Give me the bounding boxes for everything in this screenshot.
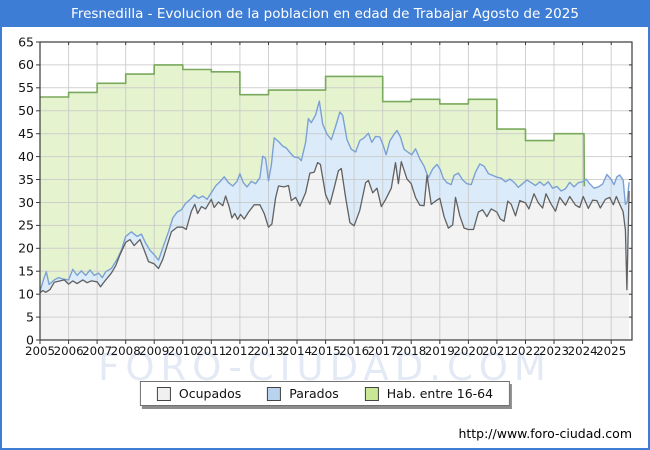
svg-text:65: 65 <box>18 34 34 49</box>
svg-text:2020: 2020 <box>453 344 483 358</box>
svg-text:2011: 2011 <box>196 344 226 358</box>
svg-text:2014: 2014 <box>282 344 312 358</box>
svg-text:2017: 2017 <box>368 344 398 358</box>
footer-url[interactable]: http://www.foro-ciudad.com <box>458 426 632 441</box>
svg-text:2005: 2005 <box>25 344 55 358</box>
svg-text:2016: 2016 <box>339 344 369 358</box>
svg-text:2008: 2008 <box>111 344 141 358</box>
svg-text:2010: 2010 <box>168 344 198 358</box>
legend-item-hab: Hab. entre 16-64 <box>364 386 494 401</box>
chart-title: Fresnedilla - Evolucion de la poblacion … <box>71 6 579 22</box>
parados-swatch-icon <box>267 386 282 401</box>
svg-text:50: 50 <box>18 103 34 118</box>
svg-text:2021: 2021 <box>482 344 512 358</box>
svg-text:5: 5 <box>26 309 34 324</box>
svg-text:2022: 2022 <box>510 344 540 358</box>
legend-item-ocupados: Ocupados <box>156 386 242 401</box>
svg-text:55: 55 <box>18 80 34 95</box>
svg-text:25: 25 <box>18 218 34 233</box>
legend-label-hab: Hab. entre 16-64 <box>386 386 494 401</box>
legend-label-ocupados: Ocupados <box>178 386 242 401</box>
hab-swatch-icon <box>364 386 379 401</box>
svg-text:2025: 2025 <box>596 344 626 358</box>
svg-text:2012: 2012 <box>225 344 255 358</box>
svg-text:60: 60 <box>18 57 34 72</box>
svg-text:35: 35 <box>18 172 34 187</box>
svg-text:15: 15 <box>18 264 34 279</box>
title-bar: Fresnedilla - Evolucion de la poblacion … <box>2 2 648 27</box>
svg-text:2007: 2007 <box>82 344 112 358</box>
legend-label-parados: Parados <box>289 386 339 401</box>
legend: Ocupados Parados Hab. entre 16-64 <box>139 381 511 406</box>
svg-text:2015: 2015 <box>311 344 341 358</box>
svg-text:30: 30 <box>18 195 34 210</box>
legend-item-parados: Parados <box>267 386 339 401</box>
svg-text:45: 45 <box>18 126 34 141</box>
svg-text:0: 0 <box>26 332 34 347</box>
svg-text:20: 20 <box>18 241 34 256</box>
svg-text:2023: 2023 <box>539 344 569 358</box>
svg-text:40: 40 <box>18 149 34 164</box>
svg-text:2009: 2009 <box>139 344 169 358</box>
svg-text:2013: 2013 <box>253 344 283 358</box>
svg-text:2006: 2006 <box>54 344 84 358</box>
svg-text:2024: 2024 <box>568 344 598 358</box>
svg-text:2019: 2019 <box>425 344 455 358</box>
svg-text:2018: 2018 <box>396 344 426 358</box>
ocupados-swatch-icon <box>156 386 171 401</box>
svg-text:10: 10 <box>18 287 34 302</box>
